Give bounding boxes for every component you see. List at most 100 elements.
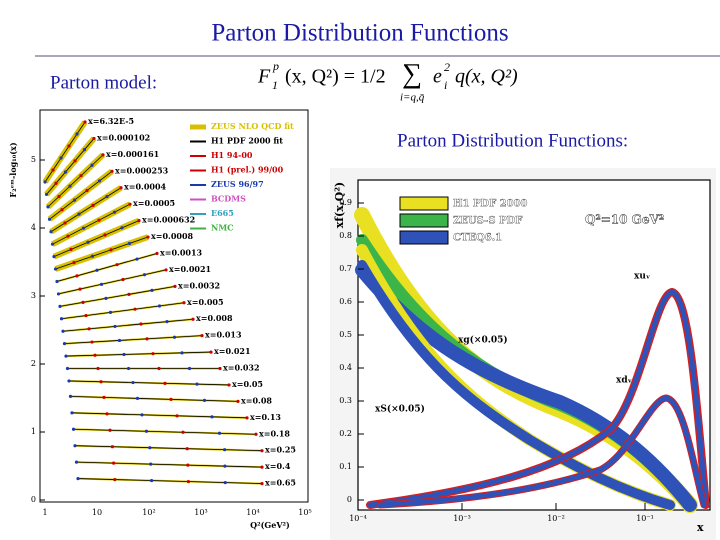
marker bbox=[54, 181, 58, 185]
band bbox=[367, 289, 709, 508]
y-tick-label: 0 bbox=[31, 495, 36, 504]
y-tick-label: 5 bbox=[31, 155, 36, 164]
legend-label: H1 PDF 2000 bbox=[453, 199, 528, 210]
bin-label: x=0.0013 bbox=[160, 247, 203, 257]
marker bbox=[145, 337, 149, 341]
bin-label: x=0.0021 bbox=[169, 264, 211, 274]
x-tick-label: 10 bbox=[92, 508, 102, 517]
marker bbox=[74, 460, 79, 464]
y-tick-label: 0.9 bbox=[339, 198, 352, 207]
legend-swatch bbox=[399, 230, 449, 245]
marker bbox=[113, 477, 117, 482]
marker bbox=[105, 412, 109, 416]
marker bbox=[245, 416, 249, 420]
y-tick-label: 0.6 bbox=[339, 297, 352, 306]
legend-label: BCDMS bbox=[211, 194, 246, 204]
marker bbox=[112, 461, 116, 465]
x-tick-label: 10⁻² bbox=[547, 514, 565, 523]
bin-label: x=0.008 bbox=[196, 313, 233, 323]
marker bbox=[50, 242, 55, 246]
fit-line bbox=[74, 445, 263, 452]
x-tick-label: 10⁻³ bbox=[453, 514, 471, 523]
marker bbox=[72, 198, 77, 202]
fit-line bbox=[56, 253, 158, 282]
marker bbox=[210, 415, 214, 419]
marker bbox=[90, 254, 95, 258]
marker bbox=[87, 327, 91, 331]
bin-label: x=0.000253 bbox=[115, 165, 169, 175]
x-tick-label: 10⁵ bbox=[298, 508, 311, 517]
fit-line bbox=[71, 412, 248, 419]
marker bbox=[44, 192, 49, 197]
legend-label: ZEUS NLO QCD fit bbox=[211, 121, 294, 131]
marker bbox=[157, 366, 161, 371]
marker bbox=[186, 479, 190, 484]
bin-label: x=6.32E-5 bbox=[88, 116, 134, 126]
marker bbox=[165, 320, 169, 324]
marker bbox=[76, 476, 80, 481]
marker bbox=[254, 432, 258, 436]
marker bbox=[223, 480, 227, 485]
band bbox=[377, 395, 707, 508]
bin-label: x=0.4 bbox=[265, 461, 291, 471]
bin-label: x=0.0005 bbox=[133, 198, 175, 208]
marker bbox=[90, 340, 94, 344]
marker bbox=[260, 449, 264, 453]
marker bbox=[55, 279, 59, 284]
bin-label: x=0.0004 bbox=[124, 182, 167, 192]
formula-part: 1 bbox=[272, 78, 278, 92]
marker bbox=[59, 156, 63, 160]
formula-part: q(x, Q²) bbox=[455, 66, 518, 88]
marker bbox=[119, 186, 123, 190]
marker bbox=[164, 268, 168, 272]
marker bbox=[108, 310, 113, 314]
marker bbox=[83, 120, 87, 124]
x-axis-label: Q²(GeV²) bbox=[250, 520, 290, 530]
marker bbox=[127, 241, 132, 246]
y-tick-label: 4 bbox=[31, 223, 36, 232]
marker bbox=[67, 379, 71, 383]
curve-label: xg(×0.05) bbox=[458, 335, 508, 346]
legend-label: NMC bbox=[211, 223, 234, 233]
marker bbox=[86, 240, 90, 244]
marker bbox=[91, 203, 95, 207]
marker bbox=[109, 248, 113, 252]
marker bbox=[60, 208, 64, 212]
marker bbox=[202, 398, 207, 402]
marker bbox=[187, 366, 192, 371]
marker bbox=[236, 399, 240, 403]
right-curves bbox=[354, 207, 710, 513]
legend-label: ZEUS 96/97 bbox=[211, 179, 264, 189]
marker bbox=[46, 205, 50, 209]
fit-line bbox=[47, 154, 104, 208]
marker bbox=[84, 313, 88, 318]
marker bbox=[186, 463, 190, 467]
x-axis-label: x bbox=[697, 521, 704, 534]
marker bbox=[144, 429, 149, 433]
marker bbox=[90, 163, 94, 167]
x-tick-label: 10⁻⁴ bbox=[349, 514, 367, 523]
marker bbox=[105, 194, 109, 199]
fit-line bbox=[53, 220, 140, 257]
fit-line bbox=[64, 335, 203, 345]
marker bbox=[64, 354, 68, 358]
marker bbox=[139, 322, 143, 326]
marker bbox=[181, 430, 185, 434]
formula: F 1 p (x, Q²) = 1/2 ∑ i=q,q̄ e i 2 q(x, … bbox=[257, 58, 518, 103]
marker bbox=[260, 481, 264, 486]
fit-line bbox=[73, 428, 257, 435]
marker bbox=[81, 226, 86, 230]
bin-label: x=0.25 bbox=[265, 445, 296, 455]
marker bbox=[72, 261, 76, 265]
marker bbox=[149, 462, 153, 466]
legend-label: E665 bbox=[211, 208, 234, 218]
left-caption: Parton model: bbox=[50, 72, 157, 93]
marker bbox=[133, 307, 137, 311]
formula-part: 2 bbox=[444, 60, 450, 74]
marker bbox=[93, 353, 97, 357]
x-tick-label: 10⁴ bbox=[246, 508, 259, 517]
marker bbox=[142, 273, 147, 277]
marker bbox=[85, 188, 89, 193]
marker bbox=[77, 212, 81, 216]
marker bbox=[61, 329, 65, 333]
